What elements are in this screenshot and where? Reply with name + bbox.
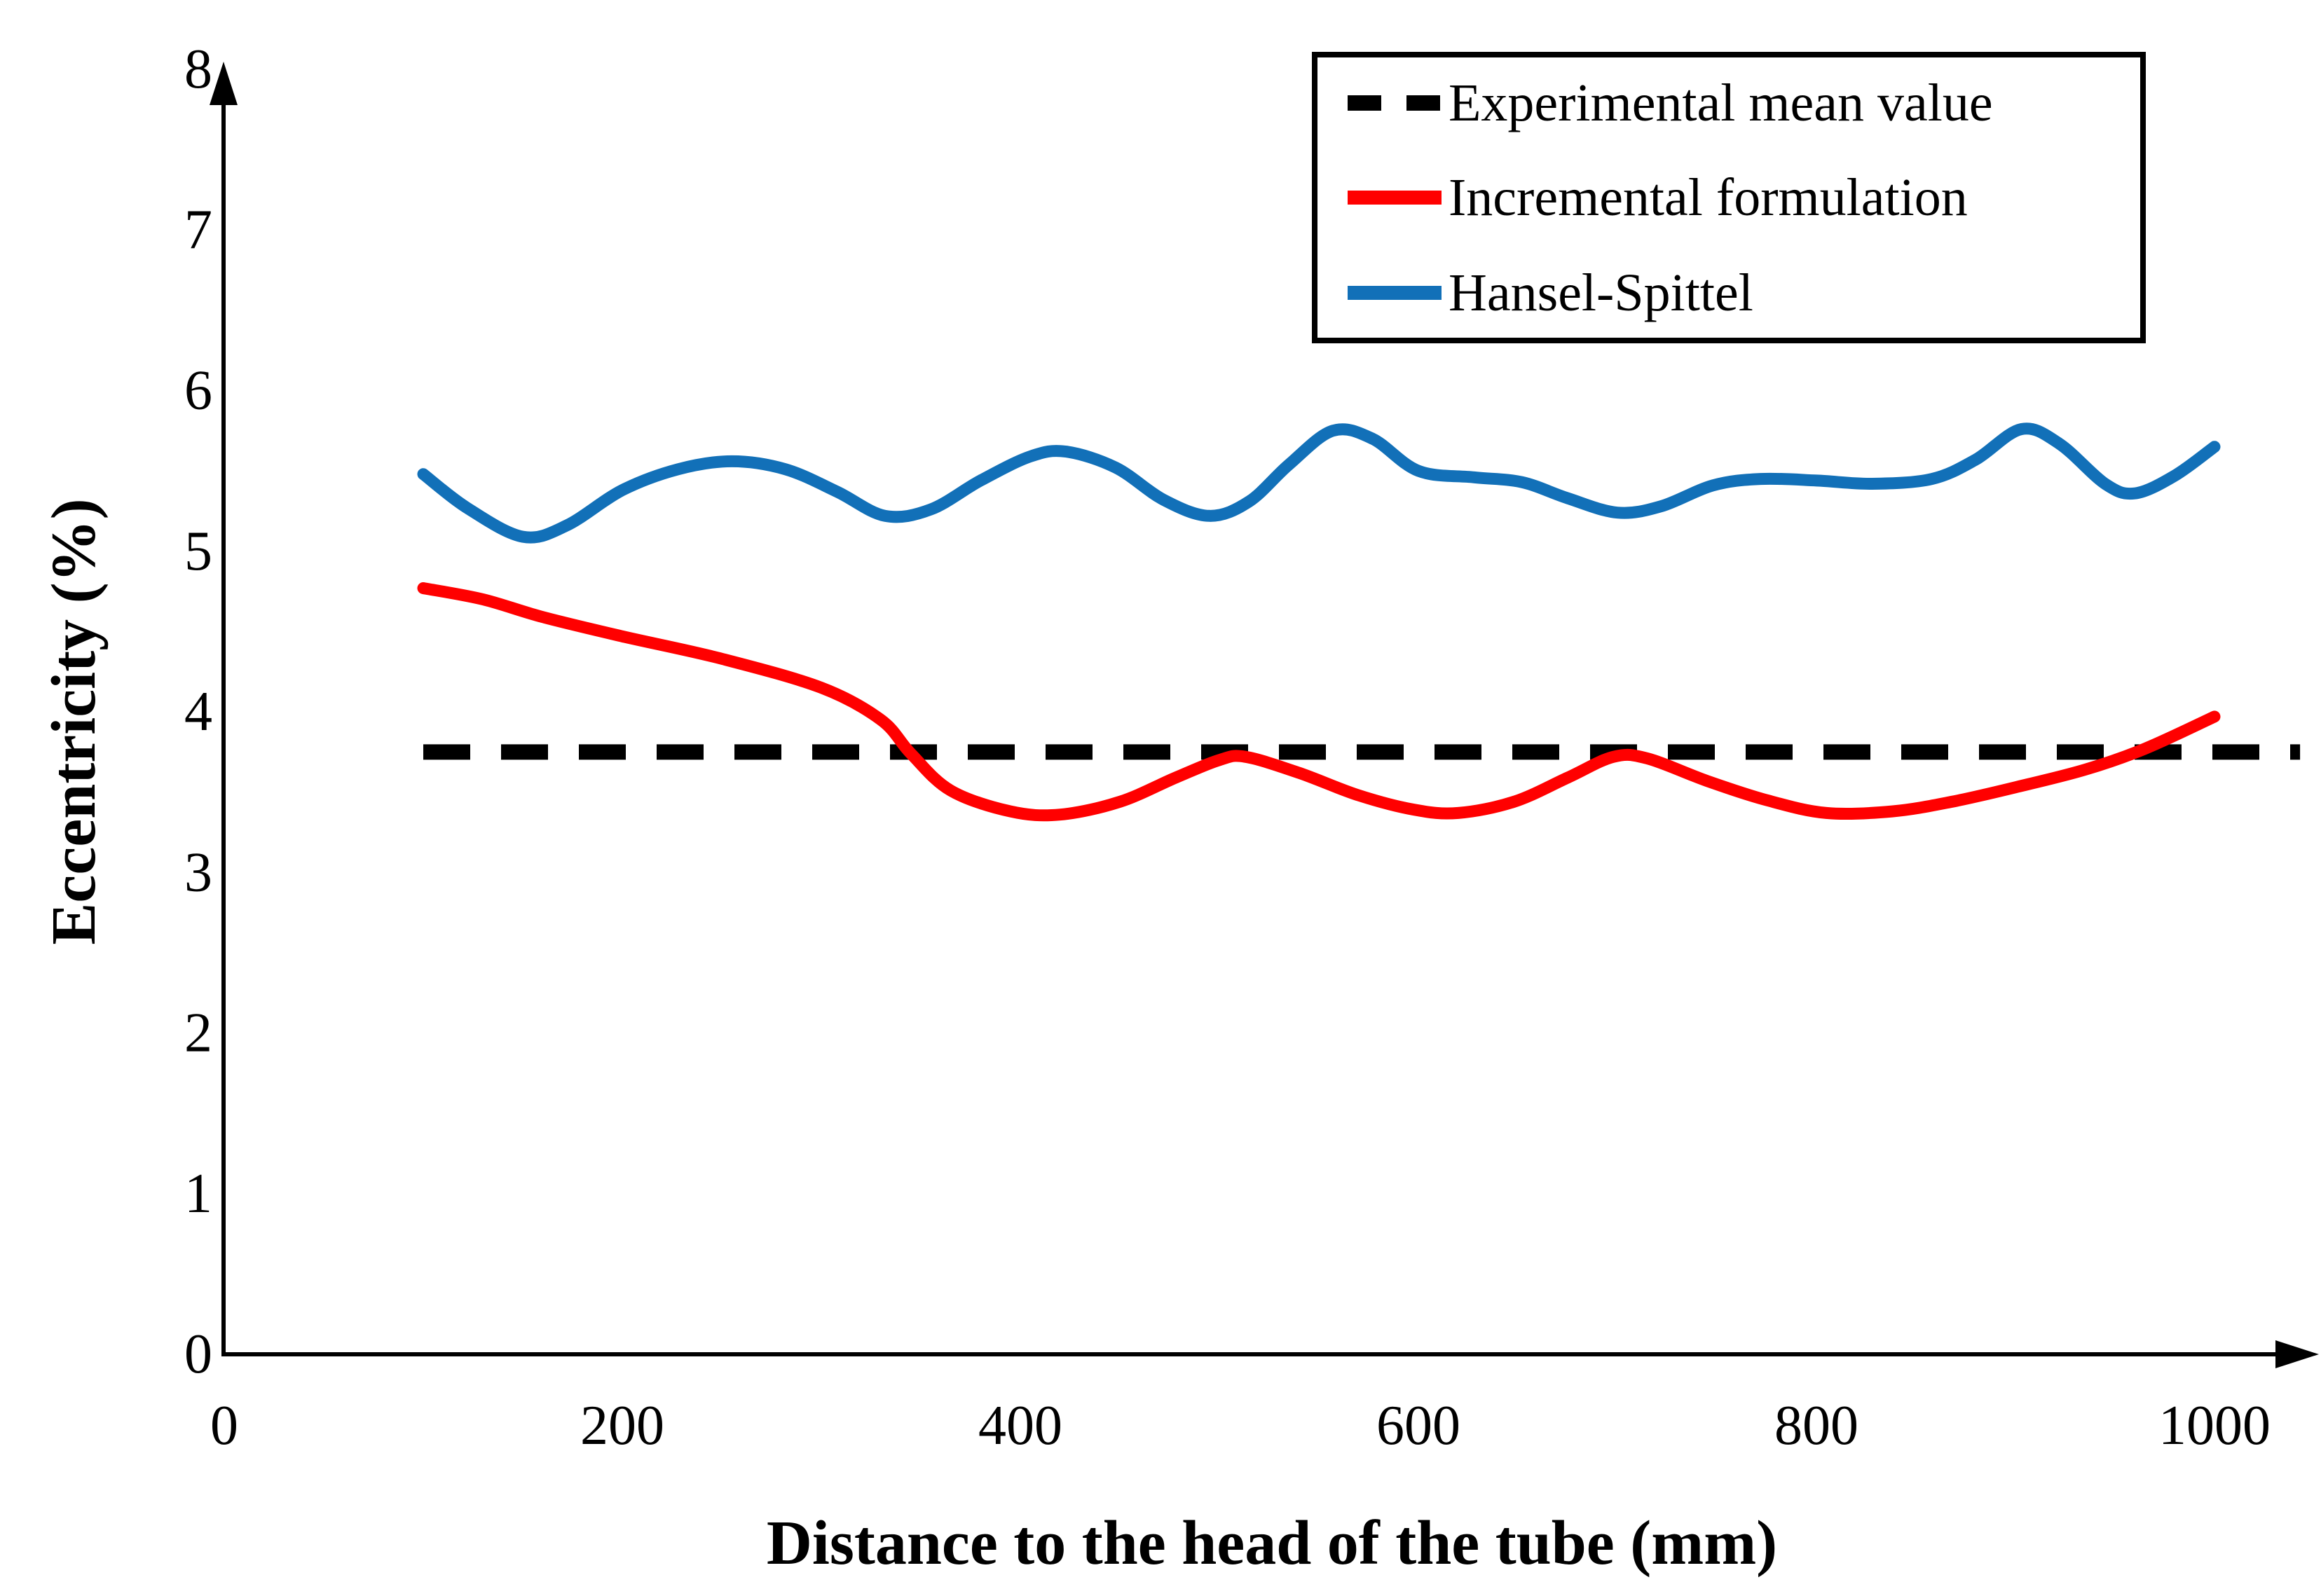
y-tick-label: 7 <box>184 199 212 261</box>
x-tick-label: 200 <box>580 1395 664 1457</box>
x-tick-label: 0 <box>210 1395 238 1457</box>
y-tick-label: 3 <box>184 841 212 903</box>
y-tick-label: 8 <box>184 39 212 100</box>
y-tick-label: 6 <box>184 360 212 422</box>
series-curves <box>417 422 2301 822</box>
y-axis <box>210 62 238 1356</box>
legend-label-experimental-mean: Experimental mean value <box>1449 74 1993 132</box>
x-tick-labels: 0 200 400 600 800 1000 <box>210 1395 2271 1457</box>
x-axis-arrow-icon <box>2275 1340 2319 1368</box>
y-tick-label: 1 <box>184 1163 212 1225</box>
legend-label-incremental-formulation: Incremental formulation <box>1449 168 1968 227</box>
x-tick-label: 400 <box>978 1395 1062 1457</box>
x-tick-label: 1000 <box>2158 1395 2271 1457</box>
y-tick-label: 2 <box>184 1003 212 1064</box>
series-line-1 <box>417 582 2221 822</box>
legend-box <box>1312 52 2146 343</box>
x-tick-label: 600 <box>1376 1395 1460 1457</box>
y-axis-title: Eccentricity (%) <box>39 498 109 944</box>
x-tick-label: 800 <box>1774 1395 1858 1457</box>
y-axis-arrow-icon <box>210 62 238 105</box>
y-tick-label: 0 <box>184 1323 212 1385</box>
series-line-2 <box>417 422 2221 544</box>
legend-label-hansel-spittel: Hansel-Spittel <box>1449 263 1753 322</box>
y-tick-label: 4 <box>184 681 212 743</box>
legend: Experimental mean value Incremental form… <box>1312 52 2146 343</box>
x-axis <box>221 1340 2319 1368</box>
y-tick-labels: 0 1 2 3 4 5 6 7 8 <box>184 39 212 1385</box>
y-tick-label: 5 <box>184 521 212 582</box>
x-axis-title: Distance to the head of the tube (mm) <box>767 1508 1777 1578</box>
